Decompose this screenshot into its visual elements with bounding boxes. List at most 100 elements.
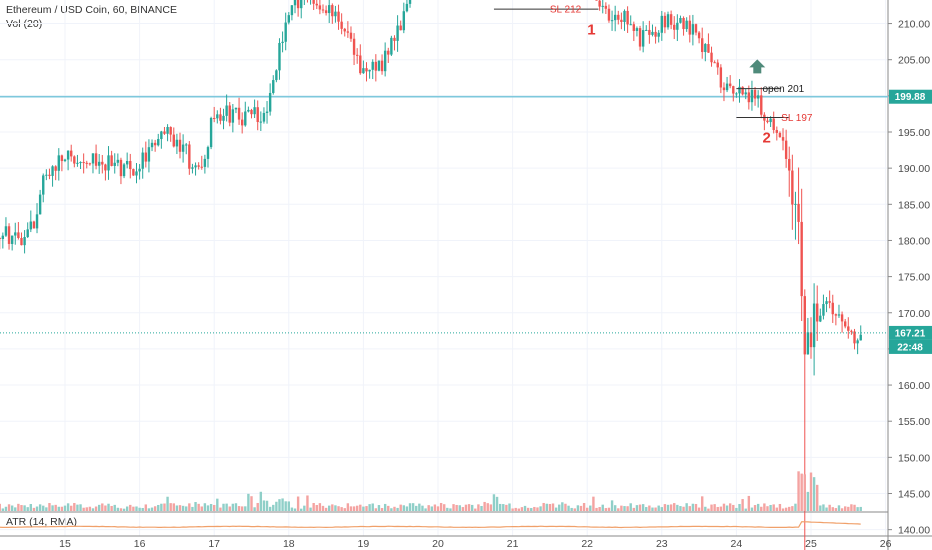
candle-up <box>738 79 741 103</box>
volume-bar <box>772 504 775 511</box>
candle-body <box>234 107 238 110</box>
volume-bar <box>707 508 710 511</box>
volume-bar <box>819 505 822 511</box>
candle-down <box>20 232 23 246</box>
volume-bar <box>355 505 359 511</box>
candle-down <box>73 155 76 168</box>
candle-up <box>676 14 679 42</box>
candle-down <box>847 317 850 339</box>
candle-body <box>402 11 406 31</box>
candle-down <box>797 167 800 245</box>
candle-down <box>374 54 378 82</box>
volume-bar <box>613 505 617 511</box>
volume-bar <box>26 507 29 511</box>
candle-down <box>809 317 813 359</box>
x-tick-label: 17 <box>208 538 220 550</box>
volume-bar <box>673 503 676 511</box>
candle-body <box>147 147 151 162</box>
candle-down <box>673 16 676 40</box>
volume-bar <box>206 505 210 511</box>
volume-bar <box>387 505 390 511</box>
volume-bar <box>539 506 542 511</box>
volume-bar <box>110 505 113 511</box>
volume-bar <box>663 504 667 511</box>
candle-body <box>160 131 163 140</box>
candle-down <box>778 131 782 138</box>
candle-body <box>293 0 297 6</box>
candle-body <box>110 155 113 166</box>
volume-bar <box>194 502 197 511</box>
candle-down <box>296 0 300 17</box>
volume-bar <box>446 507 449 511</box>
candle-body <box>328 5 331 14</box>
volume-bar <box>480 505 483 511</box>
candle-body <box>825 301 828 305</box>
candle-down <box>324 5 328 16</box>
volume-bar <box>51 505 54 511</box>
volume-bar <box>579 505 583 511</box>
candle-up <box>135 163 138 184</box>
candle-down <box>741 86 744 96</box>
volume-bar <box>45 507 48 511</box>
volume-bar <box>548 504 552 511</box>
volume-bar <box>666 504 670 511</box>
volume-bar <box>788 506 791 511</box>
volume-bar <box>97 504 101 511</box>
candle-body <box>688 20 691 35</box>
candle-body <box>7 226 11 244</box>
volume-bar <box>769 504 772 511</box>
candle-up <box>23 230 26 254</box>
candle-up <box>657 30 660 43</box>
candle-down <box>129 153 132 179</box>
candle-body <box>284 22 287 42</box>
volume-bar <box>17 503 20 511</box>
candle-body <box>617 14 620 20</box>
volume-bar <box>825 507 828 511</box>
candle-down <box>843 318 847 329</box>
volume-bar <box>380 508 384 511</box>
candle-body <box>48 174 51 176</box>
volume-bar <box>321 505 325 511</box>
volume-bar <box>334 505 337 511</box>
volume-bar <box>88 506 92 511</box>
volume-bar <box>732 504 735 511</box>
candle-body <box>682 17 685 30</box>
candle-body <box>185 144 188 146</box>
candle-body <box>272 80 275 93</box>
candle-body <box>766 120 769 123</box>
candle-body <box>135 171 138 176</box>
candle-up <box>125 152 129 169</box>
candle-down <box>747 85 751 110</box>
candle-down <box>346 21 350 38</box>
candle-down <box>710 46 713 67</box>
volume-bar <box>290 507 294 511</box>
volume-bar <box>262 500 266 511</box>
y-tick-label: 160.00 <box>898 380 930 392</box>
volume-bar <box>147 508 151 511</box>
candle-down <box>800 188 803 322</box>
volume-bar <box>138 507 141 511</box>
volume-bar <box>458 505 461 511</box>
candle-down <box>312 0 315 11</box>
candle-body <box>716 62 719 68</box>
volume-bar <box>415 505 418 511</box>
volume-bar <box>278 499 281 511</box>
volume-bar <box>169 503 172 511</box>
candle-body <box>405 3 409 12</box>
candle-body <box>822 304 825 316</box>
volume-bar <box>7 504 11 511</box>
candle-body <box>200 166 203 168</box>
volume-bar <box>38 504 42 511</box>
volume-bar <box>545 503 548 511</box>
candle-down <box>775 126 779 141</box>
candle-down <box>682 16 685 36</box>
volume-bar <box>107 503 110 511</box>
volume-bar <box>234 503 238 511</box>
candle-up <box>328 0 331 24</box>
candle-down <box>638 25 642 51</box>
candle-down <box>399 20 402 31</box>
volume-bar <box>561 502 564 511</box>
candle-body <box>744 92 747 95</box>
candle-up <box>247 106 250 113</box>
